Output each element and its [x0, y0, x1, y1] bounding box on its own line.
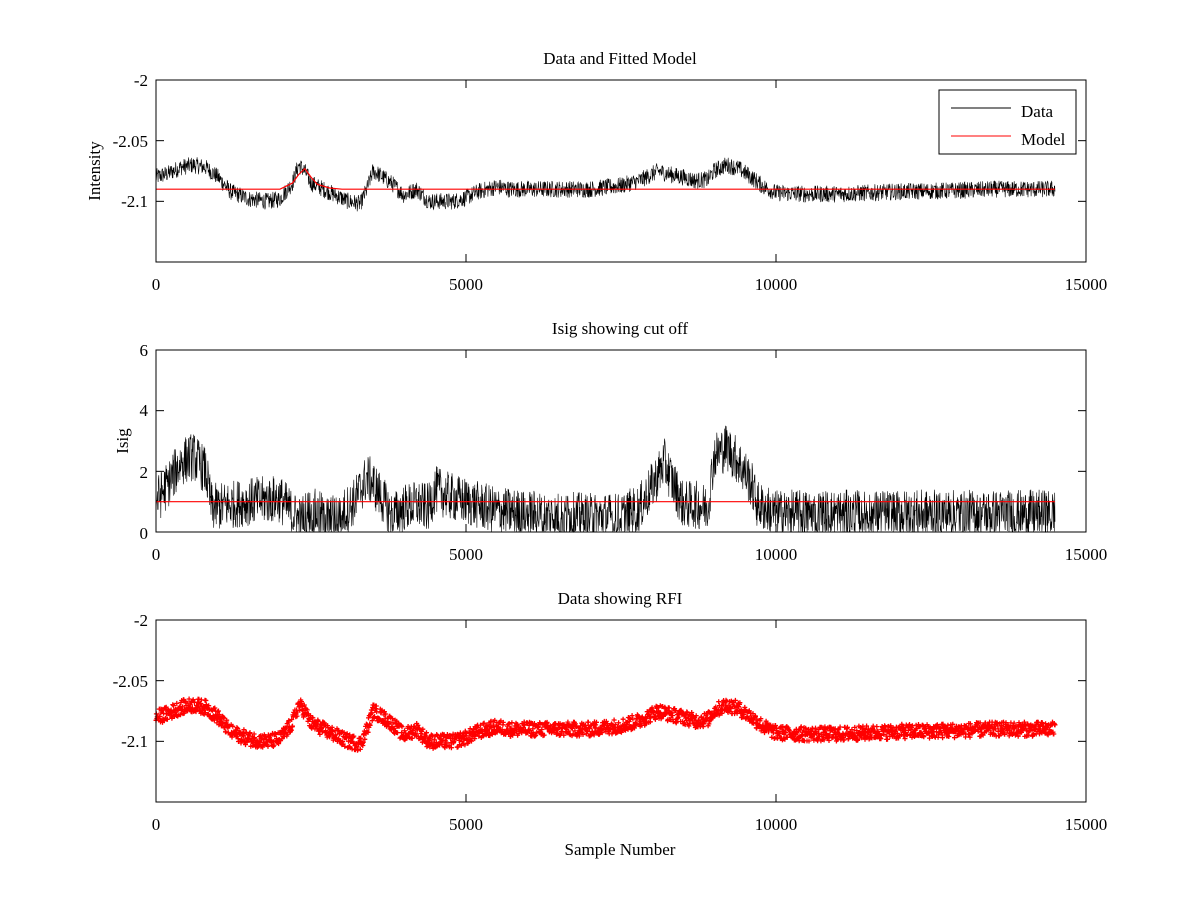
panel-bottom-xlabel: Sample Number [565, 840, 676, 859]
panel-middle-ylabel: Isig [113, 428, 132, 454]
panel-middle-title: Isig showing cut off [552, 319, 688, 338]
panel-bottom-axes-frame [155, 619, 1087, 803]
panel-middle-axes-frame [155, 349, 1087, 533]
xtick-label: 15000 [1065, 815, 1108, 834]
ytick-label: -2.05 [113, 672, 148, 691]
xtick-label: 10000 [755, 815, 798, 834]
ytick-label: -2.05 [113, 132, 148, 151]
panel-bottom-title: Data showing RFI [558, 589, 683, 608]
panel-top-title: Data and Fitted Model [543, 49, 697, 68]
ytick-label: 2 [140, 463, 149, 482]
panel-top-axes-frame [155, 79, 1087, 263]
panel-isig: Isig showing cut off Isig 0 2 4 6 0 5000… [113, 319, 1107, 564]
ytick-label: 4 [140, 401, 149, 420]
panel-bottom-ticks: -2 -2.05 -2.1 0 5000 10000 15000 [113, 611, 1108, 834]
xtick-label: 5000 [449, 815, 483, 834]
panel-rfi: Data showing RFI -2 -2.05 -2.1 0 5000 10… [113, 589, 1108, 859]
panel-middle-ticks: 0 2 4 6 0 5000 10000 15000 [140, 341, 1108, 564]
model-series-line [156, 167, 1055, 190]
xtick-label: 5000 [449, 545, 483, 564]
ytick-label: 6 [140, 341, 149, 360]
data-series-line [155, 157, 1056, 212]
model-line [156, 167, 1055, 190]
legend-box [938, 89, 1077, 155]
xtick-label: 10000 [755, 545, 798, 564]
xtick-label: 0 [152, 815, 161, 834]
data-line [155, 157, 1056, 212]
xtick-label: 15000 [1065, 545, 1108, 564]
ytick-label: -2.1 [121, 192, 148, 211]
legend: Data Model [938, 89, 1077, 155]
xtick-label: 15000 [1065, 275, 1108, 294]
panel-top-ticks: -2 -2.05 -2.1 0 5000 10000 15000 [113, 71, 1108, 294]
ytick-label: -2 [134, 71, 148, 90]
panel-data-and-model: Data and Fitted Model Intensity -2 -2.05… [85, 49, 1107, 294]
xtick-label: 0 [152, 545, 161, 564]
xtick-label: 10000 [755, 275, 798, 294]
legend-model-label: Model [1021, 130, 1066, 149]
ytick-label: 0 [140, 524, 149, 543]
isig-series-line [155, 425, 1056, 533]
ytick-label: -2 [134, 611, 148, 630]
ytick-label: -2.1 [121, 732, 148, 751]
panel-top-ylabel: Intensity [85, 141, 104, 201]
xtick-label: 0 [152, 275, 161, 294]
isig-line [155, 425, 1056, 533]
legend-data-label: Data [1021, 102, 1054, 121]
xtick-label: 5000 [449, 275, 483, 294]
